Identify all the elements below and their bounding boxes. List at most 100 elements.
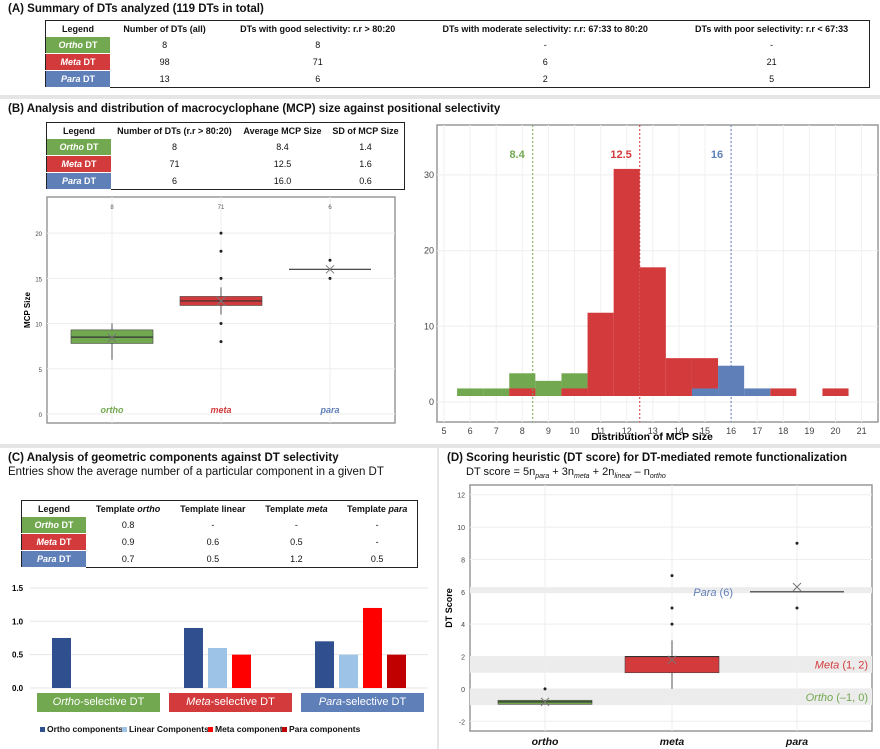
y-tick-label: 15 bbox=[35, 277, 42, 283]
table-cell: 21 bbox=[766, 57, 777, 67]
column-header: Number of DTs (r.r > 80:20) bbox=[117, 126, 232, 136]
y-tick-label: 10 bbox=[35, 323, 42, 329]
legend-cell: Meta DT bbox=[21, 533, 86, 551]
panel-c-title: (C) Analysis of geometric components aga… bbox=[8, 452, 339, 464]
y-tick-label: 8 bbox=[461, 557, 465, 564]
x-tick-label: 18 bbox=[778, 426, 788, 436]
table-cell: 0.9 bbox=[121, 537, 135, 547]
legend-cell: Para DT bbox=[45, 70, 110, 88]
table-cell: 12.5 bbox=[273, 159, 292, 169]
column-header: Legend bbox=[61, 24, 94, 34]
box-meta bbox=[624, 656, 720, 674]
column-header: Legend bbox=[37, 504, 70, 514]
outlier-point bbox=[670, 574, 674, 578]
table-cell: 71 bbox=[312, 57, 323, 67]
outlier-point bbox=[219, 231, 223, 235]
band-label-ortho: Ortho (–1, 0) bbox=[806, 692, 868, 704]
category-label: Meta-selective DT bbox=[169, 693, 292, 712]
outlier-point bbox=[795, 541, 799, 545]
table-cell: 0.5 bbox=[206, 553, 220, 564]
column-header: SD of MCP Size bbox=[332, 126, 399, 136]
x-tick-label: 16 bbox=[726, 426, 736, 436]
x-tick-label: 19 bbox=[804, 426, 814, 436]
summary-table: Legend Number of DTs (all) DTs with good s… bbox=[45, 20, 870, 88]
histogram-bar-meta bbox=[665, 358, 692, 396]
x-tick-label: 6 bbox=[468, 426, 473, 436]
bar-1 bbox=[339, 654, 358, 688]
y-axis-label: MCP Size bbox=[23, 292, 32, 328]
table-cell: 8 bbox=[315, 40, 321, 51]
legend-item: Meta components bbox=[208, 724, 287, 734]
band-para bbox=[470, 587, 872, 594]
table-cell: 8.4 bbox=[276, 142, 289, 153]
legend-cell: Meta DT bbox=[46, 155, 111, 173]
outlier-point bbox=[328, 276, 332, 280]
histogram-bar-para bbox=[744, 388, 771, 396]
table-cell: 6 bbox=[315, 73, 321, 84]
mcp-table: Legend Number of DTs (r.r > 80:20) Average… bbox=[46, 122, 405, 190]
outlier-point bbox=[670, 606, 674, 610]
y-tick-label: 6 bbox=[461, 590, 465, 597]
bar-2 bbox=[363, 607, 382, 688]
table-cell: 0.5 bbox=[290, 537, 303, 547]
column-header: Template para bbox=[347, 504, 408, 514]
mean-label: 16 bbox=[711, 149, 723, 161]
band-label-meta: Meta (1, 2) bbox=[815, 660, 868, 672]
column-header: Template meta bbox=[265, 504, 328, 514]
histogram-bar-meta bbox=[509, 388, 536, 396]
bar-0 bbox=[184, 627, 203, 688]
legend-cell: Ortho DT bbox=[45, 37, 110, 54]
column-header: Template linear bbox=[180, 504, 246, 514]
y-tick-label: 12 bbox=[457, 493, 465, 500]
panel-c-subtitle: Entries show the average number of a par… bbox=[8, 466, 384, 478]
legend-cell: Para DT bbox=[46, 172, 111, 190]
x-tick-label: 21 bbox=[857, 426, 867, 436]
band-label-para: Para (6) bbox=[693, 587, 733, 599]
category-label: meta bbox=[660, 736, 685, 748]
panel-b-title: (B) Analysis and distribution of macrocy… bbox=[8, 103, 501, 115]
category-label: para bbox=[785, 736, 808, 748]
y-tick-label: 10 bbox=[424, 321, 434, 331]
x-tick-label: 14 bbox=[674, 426, 684, 436]
bar-0 bbox=[52, 637, 71, 688]
x-tick-label: 10 bbox=[569, 426, 579, 436]
category-label: ortho bbox=[101, 405, 124, 415]
y-tick-label: 20 bbox=[424, 246, 434, 256]
category-label: para bbox=[319, 405, 339, 415]
histogram-bar-meta bbox=[561, 388, 588, 396]
mean-marker-para bbox=[792, 582, 802, 592]
y-tick-label: 0 bbox=[39, 413, 43, 419]
histogram-bar-meta bbox=[639, 267, 666, 396]
table-cell: 71 bbox=[169, 159, 180, 169]
table-cell: 0.6 bbox=[206, 537, 220, 547]
category-label: Para-selective DT bbox=[301, 693, 424, 712]
table-cell: - bbox=[770, 40, 774, 51]
bar-2 bbox=[232, 654, 251, 688]
table-cell: - bbox=[294, 520, 298, 531]
table-row: Meta DT 71 12.5 1.6 bbox=[46, 155, 405, 173]
category-label: meta bbox=[210, 405, 231, 415]
divider bbox=[0, 444, 880, 448]
mean-marker-ortho bbox=[540, 697, 550, 707]
table-cell: 0.6 bbox=[359, 175, 372, 186]
table-cell: 2 bbox=[542, 73, 548, 84]
column-header: DTs with good selectivity: r.r > 80:20 bbox=[240, 24, 396, 34]
table-cell: 0.5 bbox=[370, 553, 384, 564]
table-cell: 0.8 bbox=[121, 520, 135, 531]
legend-cell: Para DT bbox=[21, 550, 86, 568]
table-row: Ortho DT 8 8.4 1.4 bbox=[46, 139, 405, 156]
table-row: Meta DT 0.9 0.6 0.5 - bbox=[21, 533, 418, 551]
outlier-point bbox=[219, 340, 223, 344]
column-header: DTs with moderate selectivity: r.r: 67:3… bbox=[442, 24, 648, 34]
table-cell: 6 bbox=[171, 175, 177, 186]
table-cell: 5 bbox=[769, 73, 775, 84]
y-tick-label: 30 bbox=[424, 170, 434, 180]
table-row: Para DT 6 16.0 0.6 bbox=[46, 172, 405, 190]
divider bbox=[0, 95, 880, 99]
legend-item: Ortho components bbox=[40, 724, 123, 734]
x-tick-label: 17 bbox=[752, 426, 762, 436]
bar-0 bbox=[315, 641, 334, 688]
